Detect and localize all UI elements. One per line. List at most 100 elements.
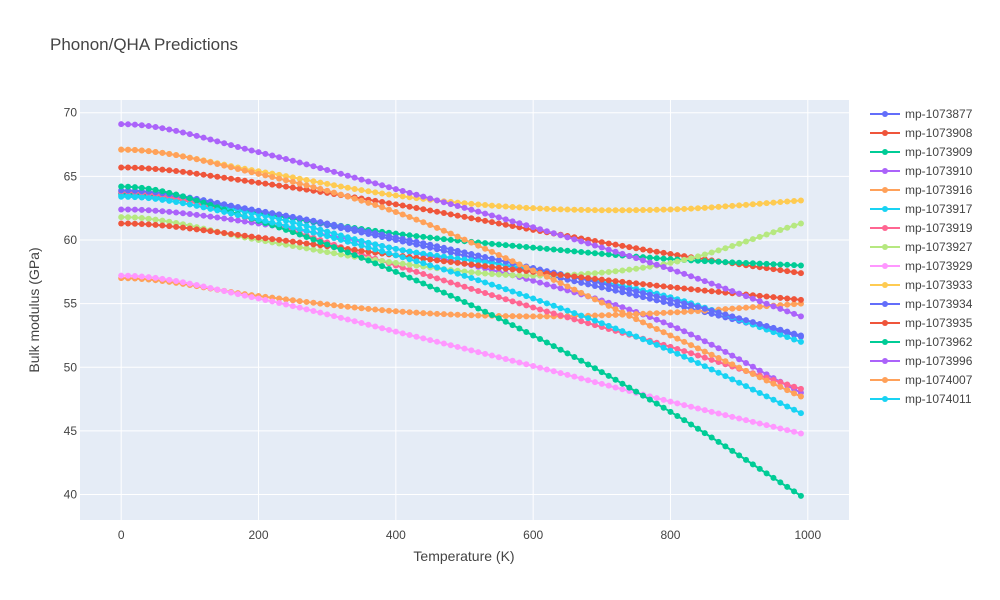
legend-item[interactable]: mp-1073910 (870, 164, 973, 178)
data-point (337, 232, 344, 239)
legend-item[interactable]: mp-1073877 (870, 107, 973, 121)
data-point (530, 313, 537, 320)
data-point (502, 203, 509, 210)
data-point (399, 247, 406, 254)
data-point (324, 180, 331, 187)
data-point (612, 207, 619, 214)
data-point (543, 308, 550, 315)
data-point (324, 187, 331, 194)
data-point (447, 311, 454, 318)
data-point (351, 225, 358, 232)
legend-item[interactable]: mp-1073919 (870, 221, 973, 235)
data-point (791, 296, 798, 303)
data-point (756, 200, 763, 207)
legend-marker (882, 187, 888, 193)
legend-item[interactable]: mp-1073908 (870, 126, 973, 140)
data-point (214, 161, 221, 168)
series-mp-1073962[interactable] (118, 183, 804, 499)
data-point (591, 207, 598, 214)
data-point (550, 368, 557, 375)
data-point (509, 242, 516, 249)
series-mp-1073996[interactable] (118, 121, 804, 320)
data-point (468, 275, 475, 282)
data-point (152, 216, 159, 223)
data-point (516, 359, 523, 366)
data-point (729, 376, 736, 383)
data-point (550, 271, 557, 278)
data-point (447, 254, 454, 261)
legend-item[interactable]: mp-1073929 (870, 259, 973, 273)
series-mp-1073934[interactable] (118, 187, 804, 339)
data-point (653, 206, 660, 213)
data-point (440, 210, 447, 217)
data-point (791, 383, 798, 390)
data-point (310, 178, 317, 185)
data-point (434, 257, 441, 264)
data-point (248, 169, 255, 176)
data-point (372, 241, 379, 248)
data-point (537, 297, 544, 304)
series-mp-1073929[interactable] (118, 272, 804, 437)
data-point (791, 262, 798, 269)
data-point (736, 364, 743, 371)
legend-item[interactable]: mp-1073909 (870, 145, 973, 159)
legend-item[interactable]: mp-1073917 (870, 202, 973, 216)
data-point (241, 177, 248, 184)
data-point (763, 200, 770, 207)
data-point (482, 202, 489, 209)
data-point (385, 326, 392, 333)
data-point (729, 447, 736, 454)
data-point (619, 207, 626, 214)
legend-item[interactable]: mp-1073933 (870, 278, 973, 292)
series-mp-1074011[interactable] (118, 193, 804, 417)
legend-item[interactable]: mp-1073916 (870, 183, 973, 197)
legend-item[interactable]: mp-1073996 (870, 354, 973, 368)
data-point (502, 313, 509, 320)
legend-item[interactable]: mp-1073934 (870, 297, 973, 311)
data-point (770, 261, 777, 268)
y-tick-label: 40 (64, 488, 78, 502)
legend-item[interactable]: mp-1073927 (870, 240, 973, 254)
data-point (488, 352, 495, 359)
data-point (777, 199, 784, 206)
legend-label: mp-1073935 (905, 316, 973, 330)
series-mp-1074007[interactable] (118, 146, 804, 400)
legend-item[interactable]: mp-1074007 (870, 373, 973, 387)
data-point (791, 488, 798, 495)
data-point (523, 293, 530, 300)
data-point (708, 249, 715, 256)
data-point (296, 226, 303, 233)
legend-item[interactable]: mp-1073962 (870, 335, 973, 349)
data-point (385, 191, 392, 198)
legend-item[interactable]: mp-1073935 (870, 316, 973, 330)
data-point (186, 280, 193, 287)
data-point (200, 199, 207, 206)
data-point (612, 278, 619, 285)
data-point (598, 276, 605, 283)
data-point (509, 204, 516, 210)
data-point (488, 281, 495, 288)
data-point (461, 283, 468, 290)
data-point (440, 227, 447, 234)
y-tick-label: 55 (64, 297, 78, 311)
x-tick-label: 400 (386, 528, 406, 542)
data-point (152, 148, 159, 155)
data-point (660, 249, 667, 256)
data-point (502, 216, 509, 223)
data-point (475, 312, 482, 319)
data-point (722, 412, 729, 419)
data-point (660, 329, 667, 336)
data-point (736, 415, 743, 422)
data-point (344, 172, 351, 179)
data-point (749, 386, 756, 393)
data-point (303, 177, 310, 183)
data-point (138, 194, 145, 201)
data-point (434, 275, 441, 282)
data-point (605, 372, 612, 379)
data-point (557, 285, 564, 292)
data-point (159, 196, 166, 203)
data-point (667, 251, 674, 257)
data-point (708, 288, 715, 295)
legend-item[interactable]: mp-1074011 (870, 392, 972, 406)
data-point (694, 334, 701, 341)
